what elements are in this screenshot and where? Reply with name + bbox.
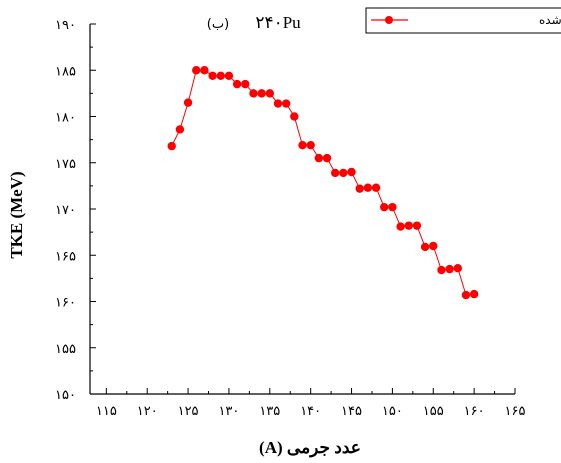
data-point: [249, 89, 258, 98]
data-point: [257, 89, 266, 98]
x-tick-label: ۱۲۵: [178, 404, 199, 419]
data-point: [355, 184, 364, 193]
legend: نتایج محاسبه شده: [365, 7, 561, 34]
data-point: [322, 153, 332, 163]
data-point: [306, 140, 315, 150]
y-tick-label: ۱۶۰: [55, 296, 76, 311]
data-point: [183, 98, 193, 107]
data-point: [281, 99, 291, 108]
x-axis-title: عدد جرمی (A): [259, 438, 361, 458]
data-point: [216, 71, 225, 81]
panel-label: (ب): [207, 17, 229, 32]
data-point: [273, 99, 283, 108]
x-tick-label: ۱۲۰: [137, 404, 158, 419]
data-point: [232, 79, 242, 89]
data-point: [453, 264, 462, 273]
x-tick-label: ۱۳۰: [218, 404, 239, 419]
data-point: [175, 125, 185, 134]
data-point: [290, 112, 299, 121]
data-point: [445, 264, 454, 274]
isotope-label: ۲۴۰Pu: [255, 13, 301, 32]
data-point: [380, 202, 389, 212]
legend-label: نتایج محاسبه شده: [539, 13, 561, 27]
data-point: [412, 221, 422, 230]
data-point: [241, 79, 250, 89]
legend-marker: [385, 16, 393, 24]
x-ticks: ۱۱۵ ۱۲۰ ۱۲۵ ۱۳۰ ۱۳۵ ۱۴۰ ۱۴۵ ۱۵۰ ۱۵۵ ۱۶۰ ۱۶۵: [96, 388, 526, 419]
x-tick-label: ۱۵۰: [382, 404, 403, 419]
data-point: [265, 89, 275, 98]
data-point: [200, 66, 209, 75]
y-tick-label: ۱۹۰: [55, 18, 76, 33]
data-point: [339, 168, 348, 178]
y-axis-title: TKE (MeV): [7, 171, 26, 258]
x-tick-label: ۱۶۵: [505, 404, 526, 419]
data-point: [224, 71, 234, 81]
data-point: [192, 66, 201, 75]
x-tick-label: ۱۴۰: [300, 404, 321, 419]
data-point: [347, 167, 356, 177]
y-ticks: ۱۵۰ ۱۵۵ ۱۶۰ ۱۶۵ ۱۷۰ ۱۷۵ ۱۸۰ ۱۸۵ ۱۹۰: [55, 18, 96, 403]
data-point: [330, 168, 340, 178]
data-point: [371, 183, 381, 192]
x-tick-label: ۱۳۵: [259, 404, 280, 419]
data-point: [429, 241, 438, 251]
data-point: [461, 290, 471, 300]
data-point: [396, 222, 405, 231]
y-tick-label: ۱۷۰: [55, 203, 76, 218]
data-point: [298, 140, 307, 150]
x-tick-label: ۱۴۵: [341, 404, 362, 419]
x-tick-label: ۱۶۰: [464, 404, 485, 419]
data-point: [208, 71, 217, 81]
data-point: [437, 265, 446, 275]
data-point: [388, 202, 397, 212]
data-point: [314, 153, 324, 163]
series-calculated: [167, 66, 479, 300]
data-point: [363, 183, 373, 192]
data-point: [420, 242, 430, 252]
y-tick-label: ۱۵۵: [55, 342, 76, 357]
x-tick-label: ۱۱۵: [96, 404, 117, 419]
data-point: [469, 289, 479, 299]
y-tick-label: ۱۸۵: [55, 64, 76, 79]
data-point: [404, 221, 413, 230]
y-tick-label: ۱۷۵: [55, 157, 76, 172]
y-tick-label: ۱۶۵: [55, 249, 76, 264]
y-tick-label: ۱۸۰: [55, 111, 76, 126]
x-tick-label: ۱۵۵: [423, 404, 444, 419]
y-tick-label: ۱۵۰: [55, 388, 76, 403]
data-point: [167, 141, 176, 151]
